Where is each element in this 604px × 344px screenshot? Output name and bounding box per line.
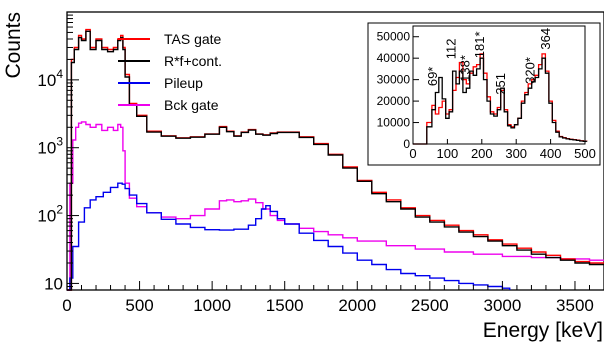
inset-x-tick-label: 0 [409, 146, 416, 161]
inset-y-tick-label: 50000 [377, 30, 411, 44]
y-tick-label: 102 [37, 203, 63, 226]
inset-x-tick-label: 500 [574, 146, 596, 161]
legend-label: R*f+cont. [164, 53, 222, 69]
inset-x-tick-label: 400 [540, 146, 562, 161]
x-axis-label: Energy [keV] [483, 319, 603, 342]
inset-peak-label: 69* [425, 67, 440, 87]
y-axis-label: Counts [2, 12, 25, 79]
inset-peak-label: 112 [443, 39, 458, 60]
inset-x-tick-label: 300 [505, 146, 527, 161]
x-tick-label: 3000 [483, 296, 521, 315]
y-tick-label: 104 [37, 67, 63, 90]
inset-peak-label: 138* [457, 55, 472, 82]
legend-label: Pileup [164, 75, 203, 91]
inset-y-tick-label: 20000 [377, 94, 411, 108]
inset-peak-label: 181* [472, 31, 487, 58]
inset-series-line-r-f-cont- [413, 57, 588, 145]
x-tick-label: 1500 [266, 296, 304, 315]
series-line-bck-gate [67, 121, 604, 291]
inset-y-tick-label: 10000 [377, 116, 411, 130]
inset-y-tick-label: 40000 [377, 51, 411, 65]
inset-x-tick-label: 200 [471, 146, 493, 161]
x-tick-label: 3500 [556, 296, 594, 315]
legend-label: Bck gate [164, 97, 219, 113]
inset-y-tick-label: 0 [403, 137, 410, 151]
inset-background [367, 22, 601, 166]
inset-chart: 0 100 200 300 400 500 0 10000 20000 30000 40000 500… [367, 22, 601, 166]
legend: TAS gate R*f+cont. Pileup Bck gate [118, 31, 222, 113]
series-line-pileup [67, 182, 511, 291]
x-tick-label: 2500 [411, 296, 449, 315]
inset-peak-label: 364 [538, 28, 553, 50]
inset-peak-label: 320* [523, 57, 538, 84]
inset-y-tick-label: 30000 [377, 73, 411, 87]
y-tick-label: 10 [44, 274, 63, 293]
inset-x-tick-label: 100 [437, 146, 459, 161]
inset-frame [412, 25, 586, 145]
inset-peak-label: 251 [493, 73, 508, 95]
x-tick-label: 500 [125, 296, 153, 315]
x-tick-label: 0 [62, 296, 71, 315]
x-tick-label: 1000 [193, 296, 231, 315]
series-line-r-f-cont- [67, 30, 604, 291]
x-tick-label: 2000 [338, 296, 376, 315]
legend-label: TAS gate [164, 31, 222, 47]
y-tick-label: 103 [37, 135, 63, 158]
